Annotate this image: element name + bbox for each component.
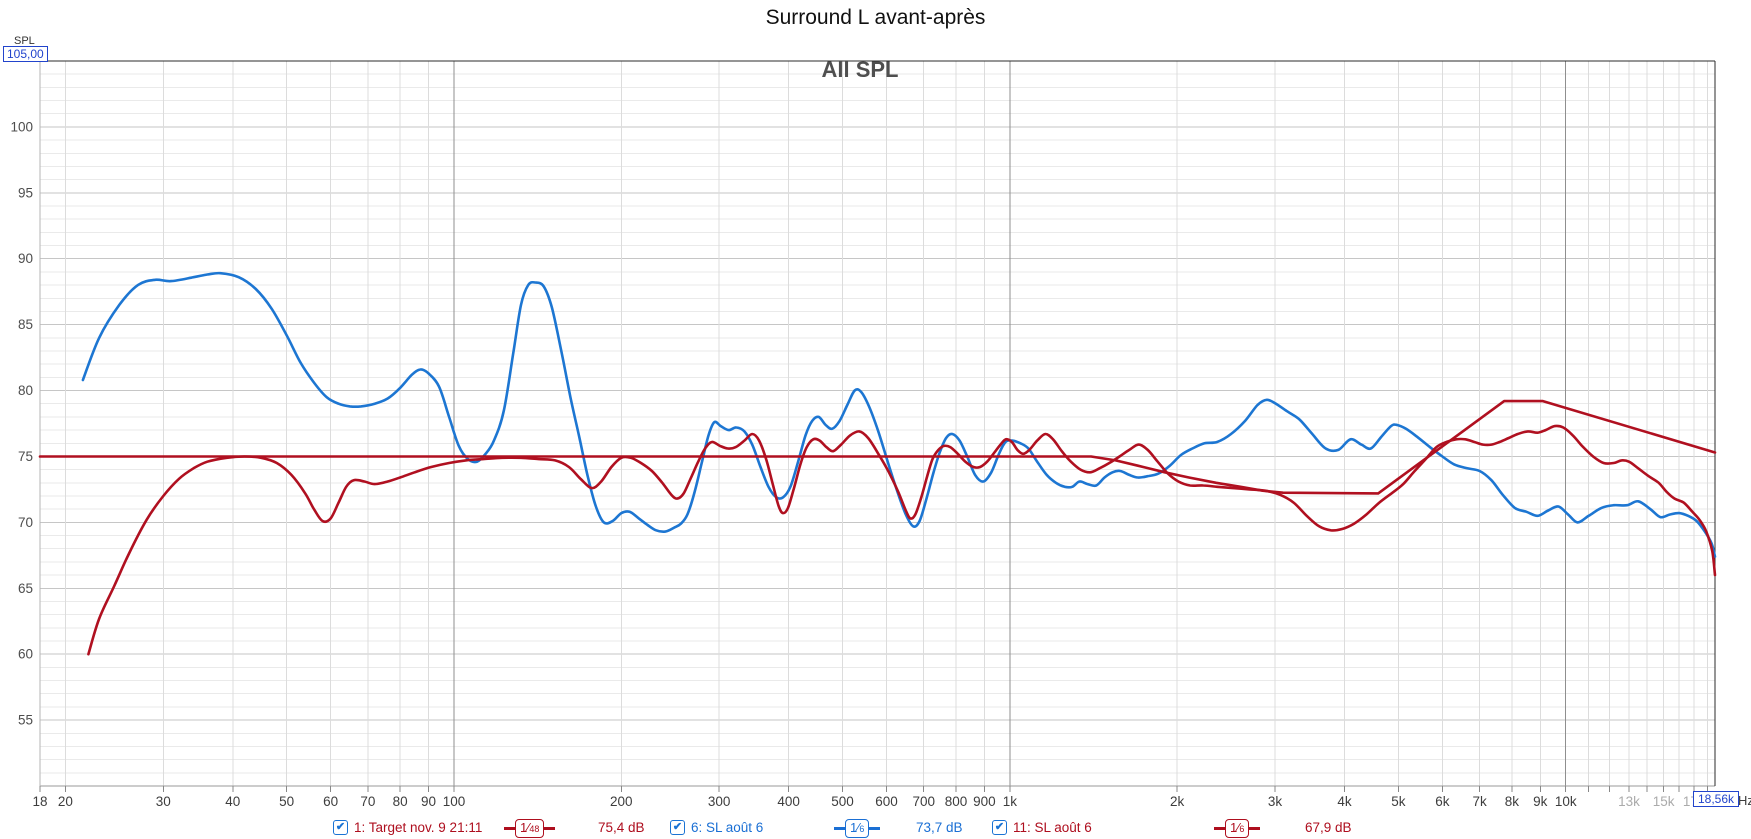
trace-before-blue xyxy=(81,271,1717,558)
legend-label-after[interactable]: 11: SL août 6 xyxy=(1013,819,1092,835)
y-axis-max-box[interactable]: 105,00 xyxy=(3,46,48,62)
y-tick-label: 90 xyxy=(18,251,33,266)
target-smoothing-badge[interactable]: 1 ⁄ 48 xyxy=(504,819,556,838)
badge-line-left xyxy=(504,827,515,830)
x-tick-label: 3k xyxy=(1268,794,1283,809)
x-tick-label: 500 xyxy=(831,794,854,809)
badge-line-right xyxy=(1249,827,1261,830)
x-tick-label: 100 xyxy=(443,794,466,809)
x-tick-label: 40 xyxy=(225,794,240,809)
x-tick-label: 13k xyxy=(1618,794,1640,809)
x-tick-label: 70 xyxy=(360,794,375,809)
x-tick-label: 300 xyxy=(708,794,731,809)
y-tick-label: 60 xyxy=(18,647,33,662)
x-tick-label: 900 xyxy=(973,794,996,809)
page-title: Surround L avant-après xyxy=(765,6,986,29)
badge-line-left xyxy=(1214,827,1225,830)
after-level: 67,9 dB xyxy=(1305,820,1352,835)
x-tick-label: 400 xyxy=(777,794,800,809)
y-tick-label: 85 xyxy=(18,317,33,332)
badge-line-left xyxy=(834,827,845,830)
before-checkbox[interactable]: ✔ xyxy=(670,819,685,835)
x-tick-label: 18 xyxy=(32,794,47,809)
x-axis-unit: Hz xyxy=(1738,793,1751,808)
x-axis-max-box[interactable]: 18,56k xyxy=(1693,791,1739,807)
plot-title: All SPL xyxy=(821,57,898,82)
x-tick-label: 1k xyxy=(1003,794,1018,809)
x-tick-label: 2k xyxy=(1170,794,1185,809)
badge-line-right xyxy=(544,827,556,830)
x-tick-label: 60 xyxy=(323,794,338,809)
trace-target xyxy=(38,399,1717,495)
y-tick-label: 80 xyxy=(18,383,33,398)
x-tick-label: 50 xyxy=(279,794,294,809)
legend-label-target[interactable]: 1: Target nov. 9 21:11 xyxy=(354,819,483,835)
x-tick-label: 6k xyxy=(1435,794,1450,809)
before-smoothing-badge[interactable]: 1 ⁄ 6 xyxy=(834,819,881,838)
trace-after-red xyxy=(87,424,1717,656)
x-tick-label: 200 xyxy=(610,794,633,809)
x-tick-label: 90 xyxy=(421,794,436,809)
legend-item-after: ✔ 11: SL août 6 xyxy=(992,818,1092,836)
x-tick-label: 30 xyxy=(156,794,171,809)
x-tick-label: 10k xyxy=(1555,794,1577,809)
x-tick-label: 7k xyxy=(1472,794,1487,809)
x-tick-label: 800 xyxy=(945,794,968,809)
x-tick-label: 600 xyxy=(875,794,898,809)
y-tick-label: 55 xyxy=(18,713,33,728)
x-tick-label: 4k xyxy=(1337,794,1352,809)
x-tick-label: 20 xyxy=(58,794,73,809)
y-tick-label: 100 xyxy=(10,119,33,134)
target-checkbox[interactable]: ✔ xyxy=(333,819,348,835)
y-tick-label: 75 xyxy=(18,449,33,464)
legend-item-before: ✔ 6: SL août 6 xyxy=(670,818,763,836)
target-level: 75,4 dB xyxy=(598,820,645,835)
y-axis-name: SPL xyxy=(14,35,35,47)
y-tick-label: 95 xyxy=(18,185,33,200)
x-tick-label: 8k xyxy=(1505,794,1520,809)
after-smoothing-badge[interactable]: 1 ⁄ 6 xyxy=(1214,819,1261,838)
badge-line-right xyxy=(869,827,881,830)
y-tick-label: 70 xyxy=(18,515,33,530)
after-checkbox[interactable]: ✔ xyxy=(992,819,1007,835)
x-tick-label: 700 xyxy=(912,794,935,809)
legend-label-before[interactable]: 6: SL août 6 xyxy=(691,819,764,835)
y-tick-label: 65 xyxy=(18,581,33,596)
before-level: 73,7 dB xyxy=(916,820,963,835)
x-tick-label: 5k xyxy=(1391,794,1406,809)
x-tick-label: 80 xyxy=(393,794,408,809)
x-tick-label: 9k xyxy=(1533,794,1548,809)
legend-item-target: ✔ 1: Target nov. 9 21:11 xyxy=(333,818,482,836)
x-tick-label: 15k xyxy=(1653,794,1675,809)
